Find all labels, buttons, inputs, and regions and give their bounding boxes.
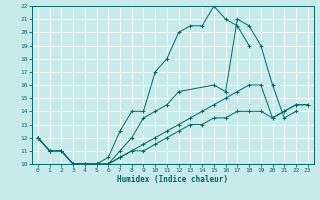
X-axis label: Humidex (Indice chaleur): Humidex (Indice chaleur) <box>117 175 228 184</box>
